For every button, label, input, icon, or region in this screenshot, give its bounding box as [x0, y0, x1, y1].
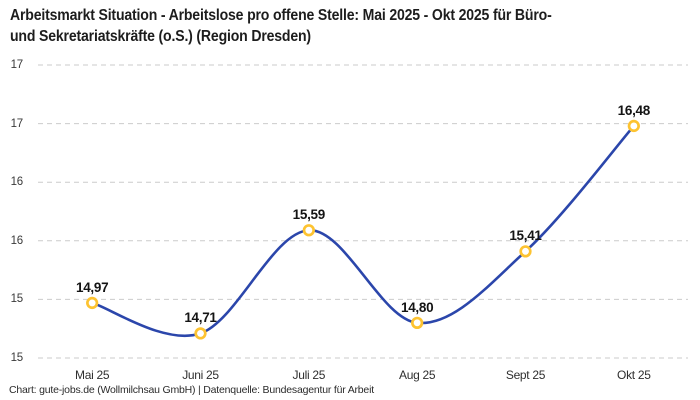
y-axis-tick-label: 17 [10, 59, 24, 71]
x-axis-tick-label: Sept 25 [505, 368, 546, 382]
chart-title-line2: und Sekretariatskräfte (o.S.) (Region Dr… [10, 28, 311, 45]
y-axis-tick-label: 15 [10, 352, 24, 364]
data-point-value-label: 14,80 [401, 299, 434, 315]
x-axis-tick-label: Aug 25 [399, 368, 436, 382]
data-point-marker [627, 119, 640, 133]
x-axis-tick-label: Mai 25 [75, 368, 110, 382]
data-point-marker [86, 296, 99, 310]
data-point-value-label: 15,41 [509, 228, 542, 244]
data-point-marker [411, 316, 424, 329]
data-point-marker [519, 245, 532, 258]
data-point-value-label: 15,59 [292, 207, 326, 223]
chart-source-footer: Chart: gute-jobs.de (Wollmilchsau GmbH) … [9, 384, 374, 396]
data-point-value-label: 14,71 [184, 310, 217, 326]
data-line [90, 124, 636, 337]
y-axis-tick-label: 16 [10, 234, 24, 247]
data-point-marker [194, 327, 207, 340]
x-axis-tick-label: Juni 25 [182, 368, 219, 382]
chart-title-line1: Arbeitsmarkt Situation - Arbeitslose pro… [10, 7, 552, 24]
chart-title: Arbeitsmarkt Situation - Arbeitslose pro… [10, 5, 552, 47]
data-point-value-label: 16,48 [617, 102, 651, 118]
x-axis-tick-label: Juli 25 [292, 368, 326, 382]
y-axis-tick-label: 16 [10, 176, 24, 189]
y-axis-tick-label: 15 [10, 293, 24, 306]
data-point-marker [302, 224, 315, 237]
x-axis-tick-label: Okt 25 [617, 368, 651, 382]
data-point-value-label: 14,97 [76, 279, 109, 295]
y-axis-tick-label: 17 [10, 117, 24, 130]
